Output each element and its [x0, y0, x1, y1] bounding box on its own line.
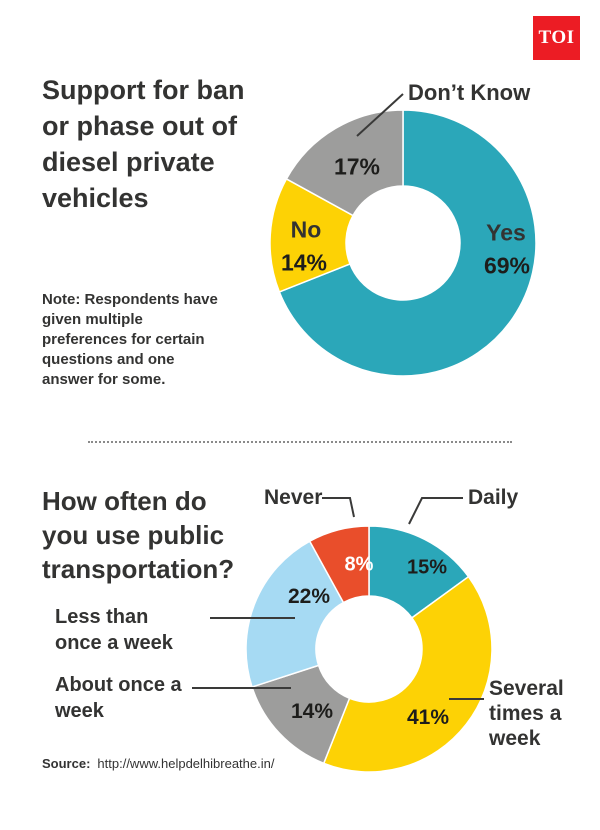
daily-value: 15% [406, 556, 448, 579]
several-times-label: Several times a week [489, 677, 564, 750]
pie-slice-several-times-a-week [322, 575, 492, 772]
public-transport-donut-chart [246, 526, 492, 772]
chart2-title: How often do you use public transportati… [42, 486, 235, 584]
source: Source: http://www.helpdelhibreathe.in/ [42, 756, 274, 771]
never-label: Never [264, 486, 323, 509]
pie-slice-yes [278, 110, 536, 376]
source-label: Source: [42, 756, 91, 771]
dont-know-label: Don’t Know [408, 80, 531, 105]
several-times-value: 41% [406, 706, 450, 729]
about-once-label: About once a week [55, 674, 182, 722]
chart1-note: Note: Respondents have given multiple pr… [42, 291, 218, 388]
toi-logo-text: TOI [538, 27, 575, 48]
toi-logo: TOI [533, 16, 580, 60]
daily-label: Daily [468, 486, 519, 509]
dotted-divider [88, 441, 512, 443]
yes-value: 69% [483, 252, 531, 279]
pie-slice-no [270, 177, 355, 293]
pie-slice-never [308, 526, 370, 604]
about-once-value: 14% [290, 700, 334, 723]
yes-label: Yes [486, 219, 526, 246]
no-label: No [290, 216, 322, 243]
never-leader-line [322, 497, 355, 518]
no-value: 14% [280, 249, 328, 276]
daily-leader-line [408, 497, 463, 525]
pie-slice-less-than-once-a-week [246, 540, 345, 688]
chart1-title: Support for ban or phase out of diesel p… [42, 75, 245, 213]
never-value: 8% [344, 553, 374, 576]
less-than-label: Less than once a week [55, 606, 173, 654]
source-url: http://www.helpdelhibreathe.in/ [97, 756, 275, 771]
less-than-value: 22% [287, 585, 331, 608]
dont-know-value: 17% [333, 153, 381, 180]
